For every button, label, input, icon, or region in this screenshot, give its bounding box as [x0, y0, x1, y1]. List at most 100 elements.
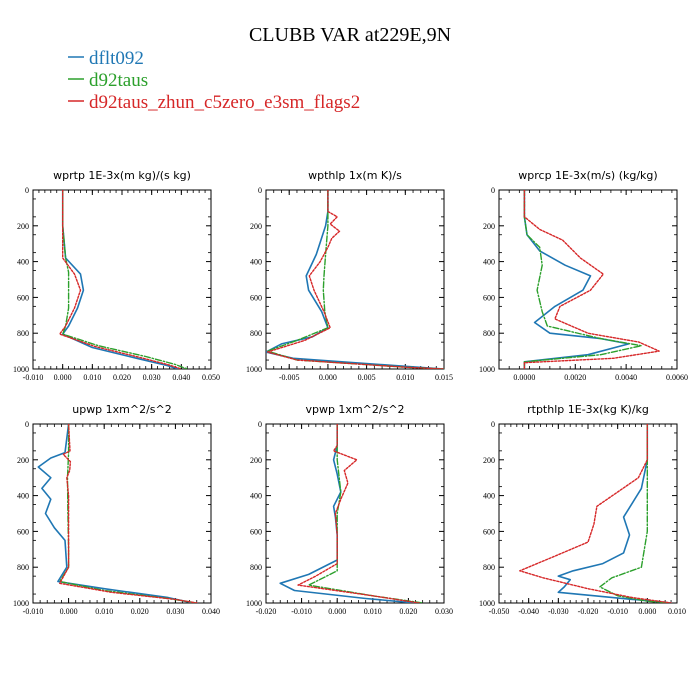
series-line-dflt092	[279, 424, 417, 603]
x-tick-label: 0.010	[396, 373, 414, 382]
series-line-d92taus	[62, 190, 189, 369]
y-tick-label: 1000	[246, 365, 262, 374]
y-tick-label: 0	[258, 186, 262, 195]
x-tick-label: 0.000	[328, 607, 346, 616]
series-line-d92taus	[599, 424, 672, 603]
x-tick-label: 0.030	[143, 373, 161, 382]
y-tick-label: 800	[17, 329, 29, 338]
y-tick-label: 0	[491, 186, 495, 195]
y-tick-label: 200	[250, 456, 262, 465]
y-tick-label: 600	[17, 527, 29, 536]
y-tick-label: 800	[17, 563, 29, 572]
series-line-dflt092	[37, 424, 194, 603]
x-tick-label: -0.005	[279, 373, 300, 382]
y-tick-label: 800	[483, 563, 495, 572]
y-tick-label: 200	[483, 456, 495, 465]
x-tick-label: 0.010	[668, 607, 686, 616]
y-tick-label: 800	[250, 329, 262, 338]
x-tick-label: -0.040	[518, 607, 539, 616]
y-tick-label: 400	[483, 258, 495, 267]
y-tick-label: 400	[17, 258, 29, 267]
y-tick-label: 800	[483, 329, 495, 338]
x-tick-label: 0.0000	[513, 373, 535, 382]
x-tick-label: 0.010	[364, 607, 382, 616]
y-tick-label: 400	[17, 492, 29, 501]
x-tick-label: -0.020	[578, 607, 599, 616]
series-line-d92taus	[59, 424, 198, 603]
legend-label-dflt092: dflt092	[89, 48, 144, 69]
x-tick-label: 0.010	[95, 607, 113, 616]
y-tick-label: 0	[491, 420, 495, 429]
y-tick-label: 600	[17, 293, 29, 302]
series-line-d92taus-zhun-c5zero-e3sm-flags2	[297, 424, 420, 603]
panel-vpwp: vpwp 1xm^2/s^2 0 200 400 600 800 1000-0.020 -0.…	[246, 403, 453, 616]
series-line-d92taus-zhun-c5zero-e3sm-flags2	[59, 424, 198, 603]
y-tick-label: 600	[250, 527, 262, 536]
y-tick-label: 0	[25, 420, 29, 429]
y-tick-label: 400	[250, 492, 262, 501]
y-tick-label: 200	[17, 222, 29, 231]
x-tick-label: 0.000	[54, 373, 72, 382]
y-tick-label: 600	[250, 293, 262, 302]
series-line-d92taus	[523, 190, 643, 369]
x-tick-label: -0.050	[489, 607, 510, 616]
y-tick-label: 400	[483, 492, 495, 501]
panel-title: upwp 1xm^2/s^2	[72, 403, 172, 416]
x-tick-label: 0.005	[358, 373, 376, 382]
x-tick-label: 0.020	[131, 607, 149, 616]
legend: dflt092 d92taus d92taus_zhun_c5zero_e3sm…	[68, 48, 360, 113]
x-tick-label: 0.020	[113, 373, 131, 382]
y-tick-label: 800	[250, 563, 262, 572]
panel-wprtp: wprtp 1E-3x(m kg)/(s kg) 0 200 400 600 800 100…	[13, 169, 220, 382]
series-line-d92taus-zhun-c5zero-e3sm-flags2	[59, 190, 183, 369]
y-tick-label: 1000	[13, 599, 29, 608]
panel-wpthlp: wpthlp 1x(m K)/s 0 200 400 600 800 1000 -0.005 0…	[246, 169, 453, 382]
legend-label-d92taus: d92taus	[89, 70, 148, 91]
legend-label-d92taus-zhun: d92taus_zhun_c5zero_e3sm_flags2	[89, 92, 360, 113]
y-tick-label: 0	[258, 420, 262, 429]
y-tick-label: 0	[25, 186, 29, 195]
x-tick-label: 0.040	[202, 607, 220, 616]
x-tick-label: -0.010	[23, 607, 44, 616]
figure-title: CLUBB VAR at229E,9N	[249, 24, 451, 46]
plot-frame	[32, 189, 212, 370]
plot-frame	[498, 189, 678, 370]
x-tick-label: -0.010	[291, 607, 312, 616]
series-line-dflt092	[557, 424, 672, 603]
x-tick-label: 0.0020	[564, 373, 586, 382]
panel-title: wprtp 1E-3x(m kg)/(s kg)	[53, 169, 191, 182]
panel-title: wpthlp 1x(m K)/s	[308, 169, 402, 182]
x-tick-label: -0.030	[548, 607, 569, 616]
series-line-dflt092	[61, 190, 180, 369]
y-tick-label: 600	[483, 293, 495, 302]
x-tick-label: 0.040	[172, 373, 190, 382]
panel-title: vpwp 1xm^2/s^2	[305, 403, 404, 416]
x-tick-label: 0.000	[319, 373, 337, 382]
x-tick-label: 0.000	[60, 607, 78, 616]
plot-frame	[265, 189, 445, 370]
x-tick-label: 0.030	[435, 607, 453, 616]
y-tick-label: 400	[250, 258, 262, 267]
y-tick-label: 200	[483, 222, 495, 231]
plot-frame	[32, 423, 212, 604]
y-tick-label: 1000	[13, 365, 29, 374]
series-line-d92taus	[266, 190, 444, 369]
panel-wprcp: wprcp 1E-3x(m/s) (kg/kg) 0 200 400 600 800 100…	[479, 169, 688, 382]
y-tick-label: 600	[483, 527, 495, 536]
x-tick-label: -0.010	[23, 373, 44, 382]
panel-rtpthlp: rtpthlp 1E-3x(kg K)/kg02004006008001000-…	[479, 403, 686, 616]
panel-upwp: upwp 1xm^2/s^2 0 200 400 600 800 1000-0.010 0.0…	[13, 403, 220, 616]
x-tick-label: -0.010	[607, 607, 628, 616]
panel-title: wprcp 1E-3x(m/s) (kg/kg)	[518, 169, 657, 182]
x-tick-label: 0.015	[435, 373, 453, 382]
panel-title: rtpthlp 1E-3x(kg K)/kg	[527, 403, 649, 416]
series-line-d92taus-zhun-c5zero-e3sm-flags2	[266, 190, 444, 369]
series-line-d92taus	[308, 424, 424, 603]
x-tick-label: 0.0060	[666, 373, 688, 382]
y-tick-label: 200	[250, 222, 262, 231]
x-tick-label: 0.050	[202, 373, 220, 382]
plot-frame	[265, 423, 445, 604]
series-line-dflt092	[523, 190, 630, 369]
y-tick-label: 1000	[479, 599, 495, 608]
